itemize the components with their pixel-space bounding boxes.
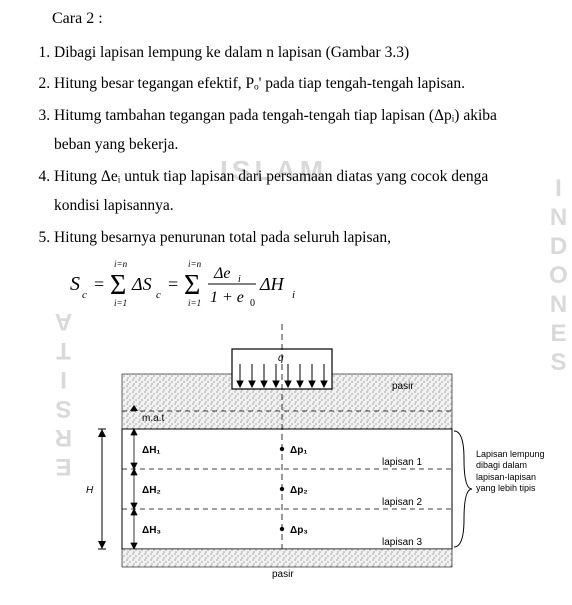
formula-dH-sub: i bbox=[292, 289, 295, 301]
formula-eq2: = bbox=[168, 274, 178, 294]
formula-sum1: Σ bbox=[110, 270, 126, 301]
steps-list: Dibagi lapisan lempung ke dalam n lapisa… bbox=[32, 38, 572, 252]
formula-frac-bot: 1 + e bbox=[210, 289, 244, 306]
formula-Sc-sub: c bbox=[82, 289, 87, 301]
label-H: H bbox=[86, 485, 94, 496]
label-dp3: Δp₃ bbox=[290, 525, 308, 536]
formula-frac-bot-sub: 0 bbox=[250, 298, 255, 308]
label-dH3: ΔH₃ bbox=[142, 525, 161, 536]
formula-sum1-bot: i=1 bbox=[114, 298, 127, 308]
soil-diagram: pasir q bbox=[72, 319, 552, 579]
label-pasir-top: pasir bbox=[392, 381, 414, 392]
label-lap1: lapisan 1 bbox=[382, 457, 422, 468]
label-q: q bbox=[278, 353, 284, 364]
formula-dH: ΔH bbox=[259, 274, 285, 294]
formula-sum1-top: i=n bbox=[114, 259, 128, 269]
label-dH1: ΔH₁ bbox=[142, 445, 161, 456]
step-1-text: Dibagi lapisan lempung ke dalam n lapisa… bbox=[54, 44, 409, 61]
diagram-side-note: Lapisan lempung dibagi dalam lapisan-lap… bbox=[476, 449, 550, 494]
formula-block: S c = i=n Σ i=1 ΔS c = i=n Σ i=1 bbox=[70, 258, 572, 313]
label-dp2: Δp₂ bbox=[290, 485, 308, 496]
formula-dS: ΔS bbox=[131, 274, 152, 294]
formula-sum2-bot: i=1 bbox=[188, 298, 201, 308]
formula-dS-sub: c bbox=[156, 289, 161, 301]
soil-diagram-svg: pasir q bbox=[72, 319, 552, 579]
step-4: Hitung Δeᵢ untuk tiap lapisan dari persa… bbox=[54, 162, 564, 221]
formula-sum2-top: i=n bbox=[188, 259, 202, 269]
formula-frac-top: Δe bbox=[213, 265, 231, 282]
step-5: Hitung besarnya penurunan total pada sel… bbox=[54, 223, 564, 252]
label-mat: m.a.t bbox=[142, 413, 164, 424]
step-2: Hitung besar tegangan efektif, Pₒ' pada … bbox=[54, 69, 564, 98]
step-4-text-a: Hitung Δeᵢ untuk tiap lapisan dari persa… bbox=[54, 168, 488, 185]
section-heading: Cara 2 : bbox=[52, 10, 572, 28]
formula-svg: S c = i=n Σ i=1 ΔS c = i=n Σ i=1 bbox=[70, 258, 370, 308]
step-2-text: Hitung besar tegangan efektif, Pₒ' pada … bbox=[54, 75, 465, 92]
step-3: Hitumg tambahan tegangan pada tengah-ten… bbox=[54, 101, 564, 160]
step-4-text-b: kondisi lapisannya. bbox=[54, 191, 564, 220]
step-3-text-a: Hitumg tambahan tegangan pada tengah-ten… bbox=[54, 107, 497, 124]
formula-Sc: S bbox=[70, 273, 80, 295]
formula-frac-top-sub: i bbox=[238, 274, 241, 285]
label-lap2: lapisan 2 bbox=[382, 497, 422, 508]
label-dp1: Δp₁ bbox=[290, 445, 307, 456]
step-5-text: Hitung besarnya penurunan total pada sel… bbox=[54, 229, 391, 246]
formula-sum2: Σ bbox=[184, 270, 200, 301]
label-pasir-bot: pasir bbox=[272, 569, 294, 579]
label-dH2: ΔH₂ bbox=[142, 485, 161, 496]
step-3-text-b: beban yang bekerja. bbox=[54, 130, 564, 159]
label-lap3: lapisan 3 bbox=[382, 537, 422, 548]
step-1: Dibagi lapisan lempung ke dalam n lapisa… bbox=[54, 38, 564, 67]
formula-eq1: = bbox=[94, 274, 104, 294]
